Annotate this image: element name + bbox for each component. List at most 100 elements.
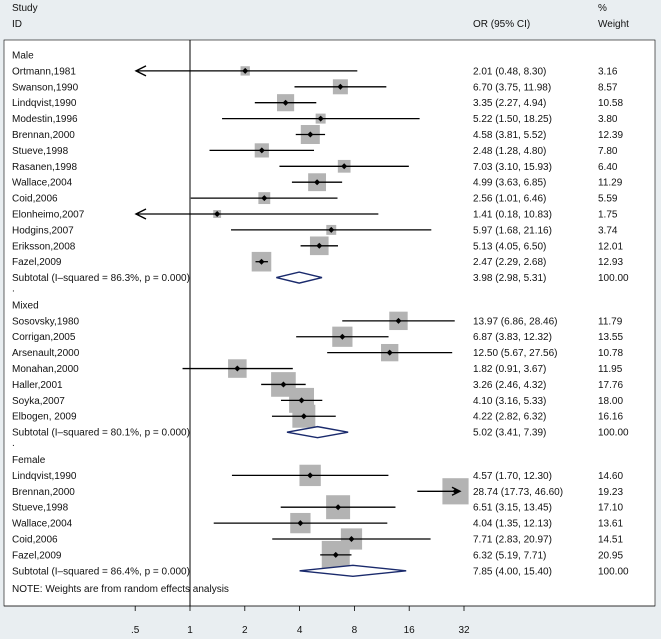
or-ci-value: 3.26 (2.46, 4.32) [473,380,546,391]
point-estimate [317,115,324,122]
weight-value: 6.40 [598,162,618,173]
or-ci-value: 6.32 (5.19, 7.71) [473,550,546,561]
study-label: Elbogen, 2009 [12,412,77,423]
point-estimate [282,99,289,106]
point-estimate [316,242,323,249]
point-estimate [297,520,304,527]
weight-value: 16.16 [598,412,623,423]
or-ci-value: 5.97 (1.68, 21.16) [473,225,552,236]
study-label: Ortmann,1981 [12,66,76,77]
subtotal-or-ci: 5.02 (3.41, 7.39) [473,428,546,439]
ci-arrow-left [134,65,147,77]
subtotal-label: Subtotal (I–squared = 86.4%, p = 0.000) [12,566,190,577]
point-estimate [337,83,344,90]
ci-arrow-left [134,208,147,220]
header-or-ci: OR (95% CI) [473,19,530,30]
subtotal-diamond [299,564,407,577]
or-ci-value: 4.04 (1.35, 12.13) [473,519,552,530]
subtotal-or-ci: 7.85 (4.00, 15.40) [473,566,552,577]
study-label: Coid,2006 [12,194,58,205]
or-ci-value: 5.13 (4.05, 6.50) [473,241,546,252]
or-ci-value: 2.48 (1.28, 4.80) [473,146,546,157]
point-estimate [452,488,459,495]
x-tick-label: 32 [458,625,470,636]
study-label: Soyka,2007 [12,396,65,407]
header-weight: Weight [598,19,629,30]
point-estimate [300,413,307,420]
or-ci-value: 5.22 (1.50, 18.25) [473,114,552,125]
study-label: Stueve,1998 [12,146,69,157]
group-label: Mixed [12,300,39,311]
weight-value: 11.95 [598,364,623,375]
point-estimate [307,131,314,138]
study-label: Brennan,2000 [12,487,75,498]
point-estimate [339,333,346,340]
point-estimate [242,67,249,74]
study-label: Lindqvist,1990 [12,98,77,109]
subtotal-weight: 100.00 [598,566,629,577]
point-estimate [258,147,265,154]
study-label: Brennan,2000 [12,130,75,141]
weight-value: 13.61 [598,519,623,530]
subtotal-diamond [276,271,323,284]
x-tick-label: 2 [242,625,248,636]
subtotal-weight: 100.00 [598,428,629,439]
point-estimate [280,381,287,388]
weight-value: 14.51 [598,534,623,545]
study-label: Stueve,1998 [12,503,69,514]
header-percent: % [598,3,607,14]
or-ci-value: 7.71 (2.83, 20.97) [473,534,552,545]
weight-value: 19.23 [598,487,623,498]
or-ci-value: 4.57 (1.70, 12.30) [473,471,552,482]
study-label: Elonheimo,2007 [12,210,85,221]
study-label: Eriksson,2008 [12,241,76,252]
or-ci-value: 28.74 (17.73, 46.60) [473,487,563,498]
study-label: Fazel,2009 [12,550,62,561]
x-axis: .5 1 2 4 8 16 32 [131,606,470,636]
point-estimate [214,211,221,217]
header-id: ID [12,19,22,30]
subtotal-or-ci: 3.98 (2.98, 5.31) [473,273,546,284]
study-label: Haller,2001 [12,380,63,391]
point-estimate [314,179,321,186]
weight-value: 5.59 [598,194,618,205]
weight-value: 3.16 [598,66,618,77]
subtotal-weight: 100.00 [598,273,629,284]
weight-value: 17.76 [598,380,623,391]
x-tick-label: 8 [352,625,358,636]
weight-value: 8.57 [598,82,618,93]
or-ci-value: 2.47 (2.29, 2.68) [473,257,546,268]
weight-value: 11.29 [598,178,623,189]
forest-rows: Male Ortmann,1981 2.01 (0.48, 8.30) 3.16 Swa… [12,51,629,578]
study-label: Hodgins,2007 [12,225,74,236]
ci-arrow-right [451,486,462,496]
point-estimate [341,163,348,170]
or-ci-value: 4.22 (2.82, 6.32) [473,412,546,423]
point-estimate [395,317,402,324]
group-label: Female [12,455,46,466]
weight-value: 1.75 [598,210,618,221]
study-label: Fazel,2009 [12,257,62,268]
x-tick-label: .5 [131,625,140,636]
weight-value: 11.79 [598,316,623,327]
study-label: Wallace,2004 [12,519,73,530]
point-estimate [298,397,305,404]
study-label: Sosovsky,1980 [12,316,80,327]
point-estimate [261,195,268,202]
weight-value: 10.78 [598,348,623,359]
weight-value: 18.00 [598,396,623,407]
study-label: Corrigan,2005 [12,332,76,343]
group-separator: . [12,438,15,449]
subtotal-diamond [286,425,349,439]
point-estimate [258,258,265,265]
x-tick-label: 4 [297,625,303,636]
or-ci-value: 6.87 (3.83, 12.32) [473,332,552,343]
weight-value: 3.80 [598,114,618,125]
or-ci-value: 4.99 (3.63, 6.85) [473,178,546,189]
or-ci-value: 12.50 (5.67, 27.56) [473,348,558,359]
weight-value: 12.93 [598,257,623,268]
weight-value: 7.80 [598,146,618,157]
point-estimate [335,504,342,511]
study-label: Wallace,2004 [12,178,73,189]
